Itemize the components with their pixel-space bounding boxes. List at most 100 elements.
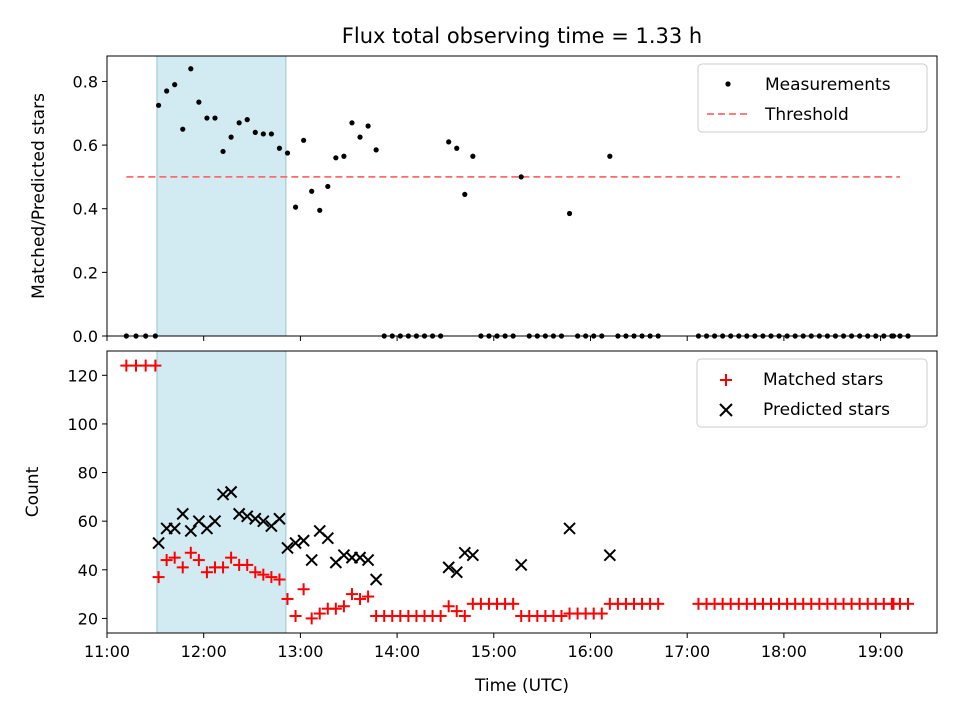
matched-star-point <box>329 602 342 615</box>
measurement-point <box>333 155 339 161</box>
predicted-star-point <box>249 512 262 525</box>
measurement-point <box>276 145 283 151</box>
measurement-point <box>349 120 355 126</box>
top-legend-box <box>697 63 928 133</box>
matched-star-point <box>289 609 302 622</box>
measurement-point <box>180 126 186 132</box>
top-panel: 0.0 0.2 0.4 0.6 0.8 Flux total observing tim… <box>29 24 938 346</box>
top-y-axis-label: Matched/Predicted stars <box>29 93 49 299</box>
matched-star-point <box>192 554 205 567</box>
measurement-point <box>252 129 258 135</box>
bottom-x-ticks: 11:00 12:00 13:00 14:00 15:00 16:00 17:00 18:00… <box>84 633 904 661</box>
predicted-star-point <box>257 514 270 528</box>
predicted-star-point <box>224 485 238 499</box>
matched-star-point <box>362 590 375 603</box>
matched-star-point <box>305 612 318 625</box>
measurement-point <box>204 115 210 121</box>
measurement-point <box>220 148 226 155</box>
measurement-point <box>292 204 299 210</box>
matched-star-point <box>241 558 254 571</box>
predicted-star-point <box>176 507 189 521</box>
predicted-star-point <box>241 510 254 523</box>
bottom-y-tick-label: 60 <box>78 512 98 531</box>
predicted-star-point <box>369 573 383 586</box>
matched-star-point <box>265 571 278 584</box>
matched-star-point <box>225 551 238 564</box>
legend-predicted-label: Predicted stars <box>763 400 890 420</box>
top-y-tick-label: 0.6 <box>73 136 98 155</box>
matched-star-point <box>434 609 447 622</box>
predicted-star-point <box>152 536 165 550</box>
matched-star-point <box>313 607 326 620</box>
measurement-point <box>446 139 452 145</box>
predicted-star-point <box>232 507 246 521</box>
top-axes-frame <box>106 55 938 337</box>
predicted-star-point <box>281 541 294 555</box>
matched-star-point <box>595 607 608 620</box>
legend-matched-marker <box>720 374 732 386</box>
measurement-point <box>228 134 234 140</box>
measurement-points <box>123 66 911 339</box>
bottom-legend: Matched stars Predicted stars <box>696 358 928 428</box>
measurement-point <box>454 145 460 151</box>
matched-star-point <box>337 600 350 613</box>
bottom-y-tick-label: 100 <box>67 415 98 434</box>
legend-threshold-label: Threshold <box>764 105 849 125</box>
count-points <box>120 359 914 625</box>
predicted-star-point <box>168 522 181 535</box>
predicted-star-point <box>273 512 286 525</box>
matched-star-point <box>168 551 181 564</box>
x-tick-label: 17:00 <box>664 642 710 661</box>
matched-star-point <box>555 609 568 622</box>
predicted-star-point <box>450 566 463 579</box>
top-y-tick-label: 0.0 <box>73 327 98 346</box>
matched-star-point <box>281 592 294 605</box>
matched-star-point <box>217 561 230 574</box>
matched-star-point <box>200 566 213 579</box>
measurement-point <box>155 102 162 108</box>
measurement-point <box>244 117 250 123</box>
predicted-star-point <box>297 534 310 547</box>
bottom-y-axis-label: Count <box>23 466 43 517</box>
bottom-panel: 20 40 60 80 100 120 11:00 12:00 13:00 14:00 15:00… <box>23 350 938 696</box>
x-tick-label: 11:00 <box>84 642 130 661</box>
matched-star-point <box>652 597 665 610</box>
predicted-star-point <box>216 488 230 501</box>
matched-star-point <box>450 605 463 618</box>
matched-star-point <box>257 568 270 581</box>
top-y-tick-label: 0.8 <box>73 72 98 91</box>
matched-star-point <box>297 583 310 596</box>
x-tick-label: 13:00 <box>277 642 323 661</box>
chart-title: Flux total observing time = 1.33 h <box>342 24 702 48</box>
predicted-star-point <box>458 546 471 559</box>
measurement-point <box>260 131 266 137</box>
top-y-tick-label: 0.2 <box>73 263 98 282</box>
matched-star-point <box>176 561 189 574</box>
measurement-point <box>518 174 524 180</box>
measurement-point <box>309 188 315 194</box>
measurement-point <box>284 150 291 156</box>
measurement-point <box>164 88 170 94</box>
bottom-y-tick-label: 40 <box>78 561 98 580</box>
bottom-y-ticks: 20 40 60 80 100 120 <box>67 366 107 628</box>
measurement-point <box>268 131 274 137</box>
bottom-legend-box <box>696 358 928 428</box>
predicted-star-point <box>184 524 198 538</box>
x-tick-label: 14:00 <box>374 642 420 661</box>
predicted-star-point <box>353 551 367 564</box>
measurement-point <box>236 120 242 126</box>
matched-star-point <box>507 597 520 610</box>
measurement-point <box>325 183 331 190</box>
predicted-star-point <box>321 531 335 545</box>
bottom-y-tick-label: 20 <box>78 609 98 628</box>
measurement-point <box>317 207 323 213</box>
top-x-ticks <box>106 336 882 341</box>
matched-star-point <box>345 588 358 601</box>
measurement-point <box>470 153 476 159</box>
matched-star-point <box>160 554 173 567</box>
top-y-ticks: 0.0 0.2 0.4 0.6 0.8 <box>73 72 107 346</box>
matched-star-point <box>184 546 197 559</box>
measurement-point <box>188 66 194 72</box>
measurement-point <box>196 99 202 105</box>
